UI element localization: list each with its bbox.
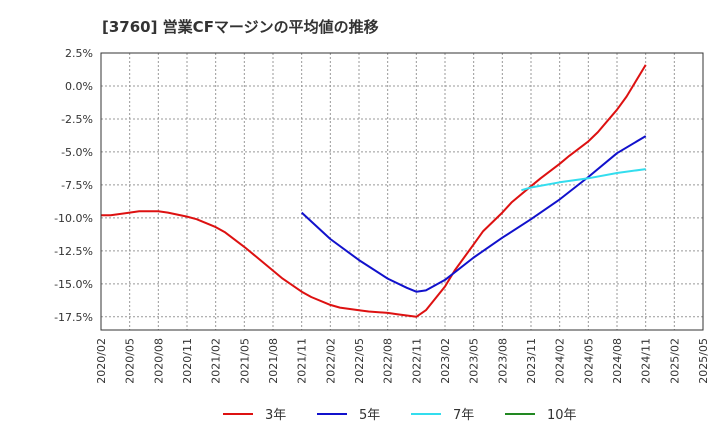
- x-tick-label: 2021/11: [296, 338, 309, 384]
- x-tick-label: 2023/08: [496, 338, 509, 384]
- y-tick-label: -15.0%: [54, 278, 93, 291]
- x-tick-label: 2021/05: [238, 338, 251, 384]
- series-points: [521, 169, 646, 191]
- x-tick-label: 2025/05: [697, 338, 710, 384]
- plot-area: [101, 53, 703, 330]
- legend-label: 3年: [265, 408, 286, 423]
- y-tick-label: -10.0%: [54, 212, 93, 225]
- plot-background: [101, 53, 703, 330]
- x-tick-label: 2020/02: [95, 338, 108, 384]
- series-layer: [100, 64, 647, 318]
- x-tick-label: 2024/02: [554, 338, 567, 384]
- x-tick-label: 2020/08: [152, 338, 165, 384]
- legend-label: 7年: [453, 408, 474, 423]
- axis-frame: [100, 52, 704, 331]
- series-points: [301, 136, 646, 292]
- legend-label: 5年: [359, 408, 380, 423]
- x-axis: 2020/02 2020/05 2020/08 2020/11 2021/02 2021/…: [95, 338, 710, 384]
- y-tick-label: -2.5%: [61, 113, 93, 126]
- x-tick-label: 2024/11: [640, 338, 653, 384]
- x-tick-label: 2022/08: [382, 338, 395, 384]
- series-points: [100, 64, 646, 317]
- plot-border: [100, 52, 704, 331]
- x-tick-label: 2023/11: [525, 338, 538, 384]
- x-tick-label: 2024/08: [611, 338, 624, 384]
- y-tick-label: -5.0%: [61, 146, 93, 159]
- series-line: [101, 64, 647, 318]
- series-line: [521, 168, 646, 192]
- x-tick-label: 2021/02: [210, 338, 223, 384]
- x-tick-label: 2023/05: [468, 338, 481, 384]
- x-tick-label: 2022/02: [324, 338, 337, 384]
- x-tick-label: 2020/11: [181, 338, 194, 384]
- y-tick-label: -12.5%: [54, 245, 93, 258]
- y-tick-label: -7.5%: [61, 179, 93, 192]
- x-tick-label: 2020/05: [124, 338, 137, 384]
- legend: 3年 5年 7年 10年: [223, 408, 577, 423]
- x-tick-label: 2024/05: [582, 338, 595, 384]
- y-tick-label: -17.5%: [54, 311, 93, 324]
- y-tick-label: 2.5%: [65, 47, 93, 60]
- y-axis: 2.5% 0.0% -2.5% -5.0% -7.5% -10.0% -12.5% -15.0…: [54, 47, 93, 324]
- x-tick-label: 2021/08: [267, 338, 280, 384]
- legend-label: 10年: [547, 408, 577, 423]
- y-tick-label: 0.0%: [65, 80, 93, 93]
- x-tick-label: 2022/05: [353, 338, 366, 384]
- x-tick-label: 2025/02: [668, 338, 681, 384]
- grid-lines: [101, 53, 703, 330]
- x-tick-label: 2022/11: [410, 338, 423, 384]
- chart-title: [3760] 営業CFマージンの平均値の推移: [102, 18, 379, 36]
- x-tick-label: 2023/02: [439, 338, 452, 384]
